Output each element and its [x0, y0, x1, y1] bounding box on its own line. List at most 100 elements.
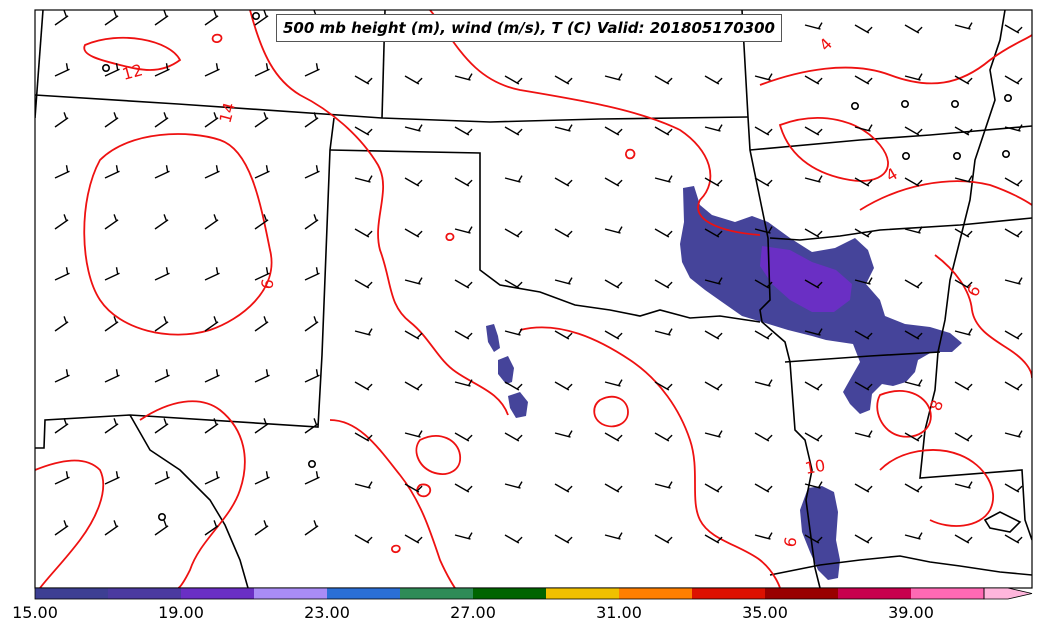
station-marker [158, 512, 167, 521]
temperature-contour [416, 483, 432, 498]
wind-barb [454, 226, 473, 234]
temperature-contour [390, 544, 401, 554]
colorbar-tick-label: 19.00 [158, 603, 204, 622]
boundary-line [749, 125, 1032, 151]
wind-barb [454, 73, 473, 81]
colorbar-tick-label: 39.00 [888, 603, 934, 622]
colorbar-segment [765, 588, 838, 599]
map-area [35, 10, 1032, 588]
colorbar-tick-label: 27.00 [450, 603, 496, 622]
temperature-contour [934, 254, 1032, 379]
wind-barb [104, 520, 119, 536]
wind-barb [604, 126, 623, 136]
colorbar-segment [619, 588, 692, 599]
wind-barb [954, 481, 973, 489]
wind-barb [954, 328, 973, 336]
wind-barb [354, 381, 373, 391]
temperature-contours [35, 10, 1032, 588]
boundary-line [35, 117, 335, 449]
wind-barb [604, 330, 623, 340]
wind-barb [454, 279, 473, 289]
map-title: 500 mb height (m), wind (m/s), T (C) Val… [276, 14, 782, 42]
colorbar-tick-label: 15.00 [12, 603, 58, 622]
wind-barb [304, 316, 319, 332]
station-marker [1003, 94, 1012, 103]
wind-barb [904, 73, 923, 81]
wind-barb [454, 432, 473, 442]
wind-barb [204, 471, 220, 485]
wind-barb [804, 22, 823, 30]
temperature-contour [879, 449, 995, 527]
wind-barb [604, 177, 623, 187]
wind-barb [904, 177, 923, 187]
wind-barb [904, 532, 923, 540]
contour-label: 6 [257, 277, 277, 290]
wind-barb [654, 481, 673, 489]
wind-barb [504, 328, 523, 336]
wind-barb [804, 75, 823, 85]
wind-barb [554, 381, 573, 391]
wind-barb [454, 330, 473, 340]
contour-label: 6 [780, 535, 800, 548]
wind-barb [904, 279, 923, 289]
wind-barb [754, 330, 773, 340]
station-marker [901, 152, 910, 161]
temperature-contour [859, 180, 1032, 211]
wind-barb [154, 369, 170, 383]
wind-barb [604, 73, 623, 81]
wind-barb [304, 471, 320, 485]
wind-barb [1004, 124, 1023, 132]
wind-barb [154, 214, 169, 230]
wind-barb [454, 177, 473, 187]
temperature-contour [83, 36, 182, 71]
wind-barb [1004, 330, 1023, 340]
wind-barb [854, 534, 873, 544]
state-boundaries [35, 10, 1032, 588]
wind-barb [54, 471, 70, 485]
station-marker [252, 12, 261, 21]
temperature-contour [625, 148, 636, 160]
wind-barb [54, 63, 70, 77]
colorbar-segment [327, 588, 400, 599]
wind-barb [204, 316, 219, 332]
wind-barb [704, 381, 723, 391]
wind-barb [354, 534, 373, 544]
wind-shade-region-core [760, 246, 852, 312]
temperature-contour [593, 395, 629, 428]
wind-barb [504, 481, 523, 489]
wind-barb [654, 328, 673, 336]
wind-barb [354, 175, 373, 183]
wind-barb [554, 277, 573, 285]
wind-barb [604, 226, 623, 234]
boundary-line [769, 555, 1032, 576]
wind-barb [854, 75, 873, 85]
wind-barb [404, 330, 423, 340]
temperature-contour [759, 34, 1032, 86]
wind-barb [954, 175, 973, 183]
wind-barb [104, 63, 120, 77]
wind-barb [654, 381, 673, 391]
temperature-contour [35, 459, 105, 588]
wind-barb [54, 267, 70, 281]
colorbar-segment [838, 588, 911, 599]
wind-barb [804, 534, 823, 544]
wind-barb [704, 430, 723, 438]
wind-barb [254, 267, 270, 281]
wind-speed-shading [486, 186, 962, 580]
wind-barb [704, 177, 723, 187]
wind-barb [1004, 381, 1023, 391]
wind-barb [854, 430, 873, 438]
wind-barb [804, 481, 823, 489]
wind-barb [604, 532, 623, 540]
wind-barb [504, 175, 523, 183]
wind-barb [154, 10, 169, 26]
wind-barb [504, 126, 523, 136]
wind-barb [304, 418, 319, 434]
wind-barb [104, 369, 120, 383]
wind-barb [54, 369, 70, 383]
wind-barb [304, 520, 319, 536]
wind-barb [354, 228, 373, 238]
wind-barb [754, 126, 773, 136]
wind-barb [904, 483, 923, 493]
